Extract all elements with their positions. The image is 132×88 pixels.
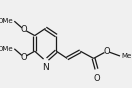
Text: O: O xyxy=(103,47,110,56)
Text: O: O xyxy=(94,74,100,83)
Text: O: O xyxy=(21,53,27,62)
Text: OMe: OMe xyxy=(0,46,13,52)
Text: N: N xyxy=(42,63,49,72)
Text: O: O xyxy=(21,25,27,34)
Text: OMe: OMe xyxy=(0,18,13,24)
Text: Me: Me xyxy=(121,53,131,59)
